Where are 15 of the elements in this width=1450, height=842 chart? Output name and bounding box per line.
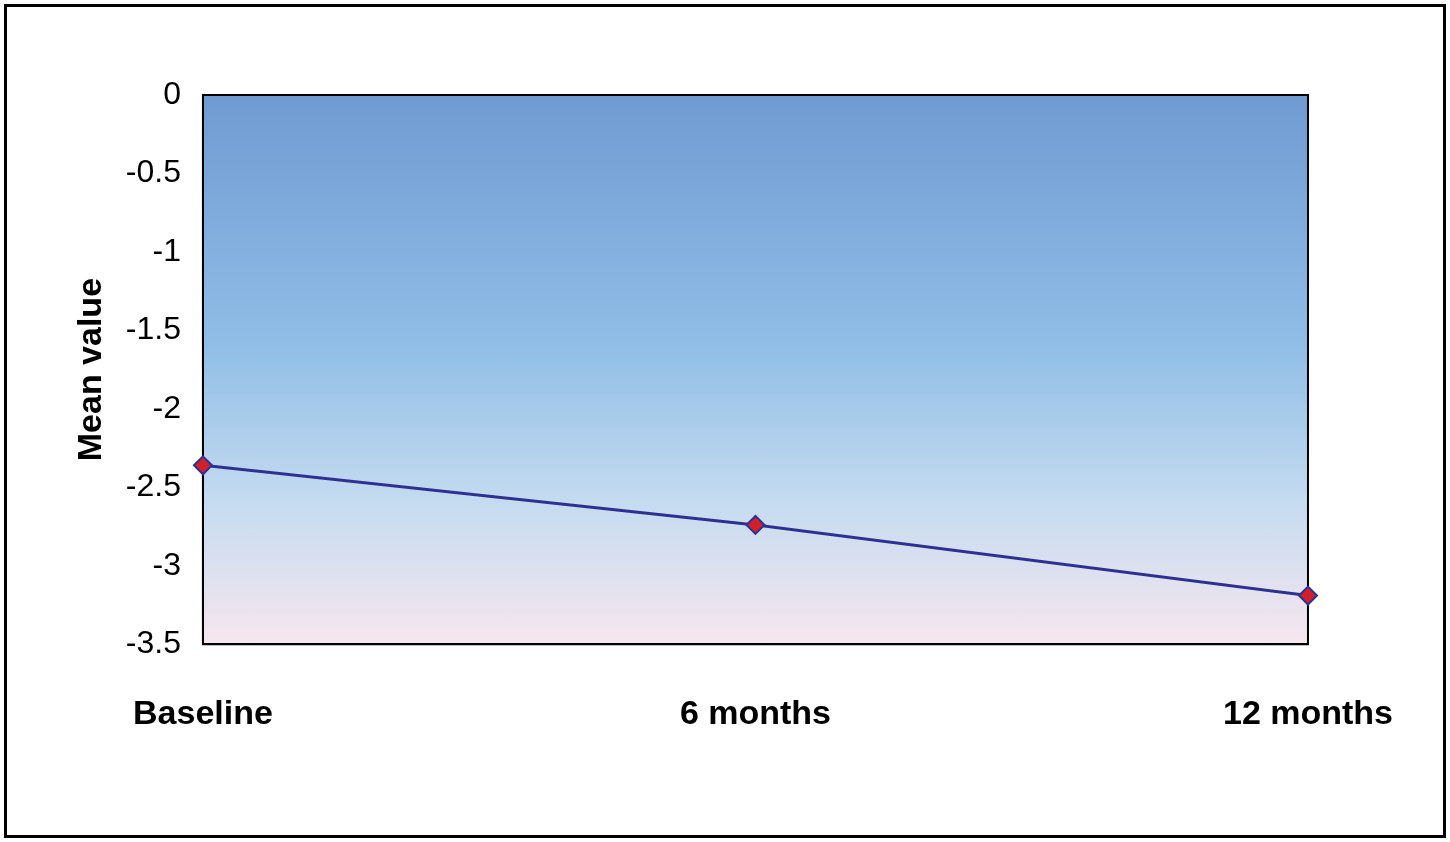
y-tick-label: -3.5 (125, 624, 181, 661)
y-tick-label: -1.5 (125, 310, 181, 347)
y-axis-title: Mean value (69, 277, 108, 462)
x-tick-label: Baseline (133, 692, 273, 731)
x-tick-label: 6 months (679, 692, 832, 731)
y-tick-label: -3 (152, 545, 181, 582)
y-tick-label: -1 (152, 231, 181, 268)
y-tick-label: -2 (152, 388, 181, 425)
x-tick-label: 12 months (1222, 692, 1394, 731)
point (192, 455, 213, 476)
point (745, 514, 766, 535)
point (1297, 585, 1318, 606)
y-tick-label: -2.5 (125, 467, 181, 504)
y-tick-label: 0 (163, 74, 181, 111)
y-tick-label: -0.5 (125, 153, 181, 190)
